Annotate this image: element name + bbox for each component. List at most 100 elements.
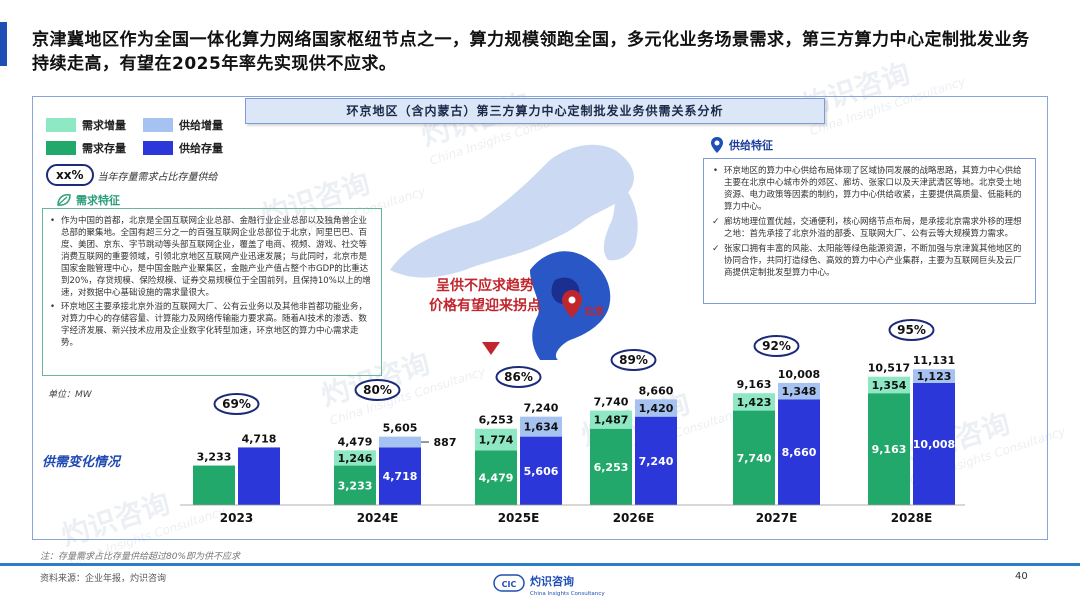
x-tick-label: 2025E <box>498 511 540 525</box>
ratio-label: 69% <box>222 397 251 411</box>
data-label-demand-increment: 1,354 <box>872 379 907 392</box>
data-label-supply-increment: 887 <box>434 436 457 449</box>
legend-label: 需求存量 <box>82 142 126 155</box>
data-label-supply-stock: 4,718 <box>383 470 418 483</box>
data-label-supply-total: 4,718 <box>242 432 277 445</box>
bar-demand-stock <box>868 393 910 505</box>
ratio-oval <box>753 335 800 357</box>
data-label-demand-increment: 1,774 <box>479 434 514 447</box>
ratio-label: 80% <box>363 383 392 397</box>
panel-title: 环京地区（含内蒙古）第三方算力中心定制批发业务供需关系分析 <box>245 98 825 124</box>
legend-demand-stock: 需求存量 <box>46 140 126 156</box>
bar-demand-increment <box>733 393 775 411</box>
source-note: 资料来源：企业年报，灼识咨询 <box>40 574 167 584</box>
data-label-demand-stock: 9,163 <box>872 443 907 456</box>
slide-headline: 京津冀地区作为全国一体化算力网络国家枢纽节点之一，算力规模领跑全国，多元化业务场… <box>32 30 1030 74</box>
ratio-badge: xx% <box>46 164 94 186</box>
data-label-demand-stock: 3,233 <box>338 479 373 492</box>
bar-demand-stock <box>590 428 632 505</box>
page-number: 40 <box>1015 571 1028 582</box>
data-label-demand-total: 3,233 <box>197 451 232 464</box>
data-label-supply-increment: 1,420 <box>639 402 674 415</box>
supply-label-text: 供给特征 <box>729 139 773 152</box>
bar-supply-stock <box>520 436 562 505</box>
bar-demand-increment <box>334 450 376 466</box>
ratio-label: 89% <box>619 353 648 367</box>
ratio-oval <box>610 349 657 371</box>
bar-supply-increment <box>379 436 421 448</box>
data-label-demand-total: 4,479 <box>338 435 373 448</box>
data-label-supply-increment: 1,634 <box>524 421 559 434</box>
logo-name: 灼识咨询 <box>530 574 574 588</box>
ratio-note-text: 当年存量需求占比存量供给 <box>97 171 218 183</box>
data-label-supply-stock: 8,660 <box>782 446 817 459</box>
demand-section-label: 需求特征 <box>56 192 120 208</box>
map-callout-line: 价格有望迎来拐点 <box>429 298 541 314</box>
location-pin-icon <box>562 290 582 318</box>
ratio-label: 95% <box>897 323 926 337</box>
demand-label-text: 需求特征 <box>76 194 120 207</box>
logo-mark-text: CIC <box>502 580 517 589</box>
data-label-demand-stock: 6,253 <box>594 461 629 474</box>
legend-supply-stock: 供给存量 <box>143 140 223 156</box>
ratio-oval <box>213 393 260 415</box>
legend-swatch <box>46 118 76 132</box>
data-label-demand-total: 9,163 <box>737 378 772 391</box>
down-triangle-icon <box>482 342 500 355</box>
analysis-panel <box>32 96 1048 540</box>
bar-supply-stock <box>778 399 820 505</box>
data-label-supply-total: 7,240 <box>524 402 559 415</box>
data-label-demand-stock: 4,479 <box>479 472 514 485</box>
map-inner-mongolia <box>390 144 635 278</box>
legend-label: 供给增量 <box>179 119 223 132</box>
ratio-oval <box>354 379 401 401</box>
company-logo: CIC 灼识咨询 China Insights Consultancy <box>493 574 605 597</box>
bar-supply-increment <box>520 416 562 437</box>
logo-mark-icon <box>493 574 525 592</box>
legend-supply-increment: 供给增量 <box>143 117 223 133</box>
x-tick-label: 2027E <box>756 511 798 525</box>
legend-demand-increment: 需求增量 <box>46 117 126 133</box>
bar-demand-increment <box>475 428 517 451</box>
bar-demand-increment <box>868 376 910 394</box>
data-label-supply-stock: 5,606 <box>524 465 559 478</box>
ratio-oval <box>495 366 542 388</box>
data-label-demand-total: 10,517 <box>868 362 910 375</box>
bar-demand-stock <box>334 465 376 505</box>
ratio-oval <box>888 319 935 341</box>
demand-bullet: 环京地区主要承接北京外溢的互联网大厂、公有云业务以及其他非首都功能业务，对算力中… <box>47 301 373 349</box>
legend-label: 需求增量 <box>82 119 126 132</box>
legend-label: 供给存量 <box>179 142 223 155</box>
x-tick-label: 2028E <box>891 511 933 525</box>
data-label-supply-total: 11,131 <box>913 354 955 367</box>
bar-supply-stock <box>238 447 280 505</box>
x-tick-label: 2026E <box>613 511 655 525</box>
map-callout: 呈供不应求趋势 价格有望迎来拐点 <box>410 276 560 316</box>
data-label-supply-total: 10,008 <box>778 368 820 381</box>
chart-unit-label: 单位：MW <box>48 390 92 400</box>
bar-supply-increment <box>778 382 820 400</box>
data-label-supply-stock: 10,008 <box>913 438 955 451</box>
location-pin-icon <box>711 137 723 153</box>
supply-section-label: 供给特征 <box>710 136 773 154</box>
title-accent-bar <box>0 22 7 66</box>
map-northeast <box>603 180 638 261</box>
legend-swatch <box>46 141 76 155</box>
x-tick-label: 2023 <box>220 511 253 525</box>
bar-supply-increment <box>913 369 955 383</box>
data-label-supply-total: 5,605 <box>383 422 418 435</box>
bar-supply-stock <box>635 416 677 505</box>
demand-bullet: 作为中国的首都，北京是全国互联网企业总部、金融行业企业总部以及独角兽企业总部的聚… <box>47 215 373 299</box>
footnote: 注：存量需求占比存量供给超过80%即为供不应求 <box>40 552 241 562</box>
legend-swatch <box>143 141 173 155</box>
bar-demand-stock <box>193 465 235 505</box>
data-label-supply-stock: 7,240 <box>639 455 674 468</box>
supply-bullet: 张家口拥有丰富的风能、太阳能等绿色能源资源，不断加强与京津冀其他地区的协同合作，… <box>710 243 1027 279</box>
data-label-demand-increment: 1,246 <box>338 452 373 465</box>
footer-rule <box>0 563 1080 566</box>
data-label-demand-stock: 7,740 <box>737 452 772 465</box>
chart-title: 供需变化情况 <box>42 455 121 470</box>
supply-bullet: 廊坊地理位置优越，交通便利，核心网络节点布局，是承接北京需求外移的理想之地：首先… <box>710 216 1027 240</box>
legend-swatch <box>143 118 173 132</box>
supply-bullet: 环京地区的算力中心供给布局体现了区域协同发展的战略思路，其算力中心供给主要在北京… <box>710 165 1027 213</box>
